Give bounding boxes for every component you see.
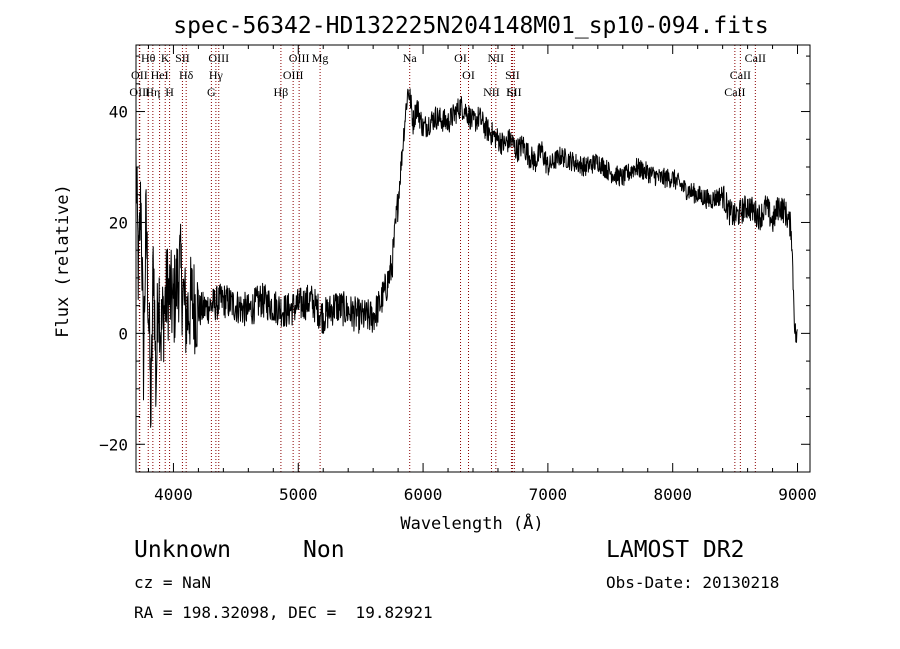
y-tick-label: −20 (99, 435, 128, 454)
y-axis: −20 0 20 40 (99, 55, 810, 473)
observation-date: Obs-Date: 20130218 (606, 573, 780, 592)
line-marker-label: Hγ (209, 68, 224, 82)
spectral-line-markers (138, 45, 756, 472)
line-marker-label: Hθ (141, 51, 156, 65)
x-tick-label: 8000 (653, 485, 692, 504)
x-axis: 4000 5000 6000 7000 8000 9000 (147, 45, 817, 504)
line-marker-label: OIII (129, 85, 150, 99)
line-marker-label: G (207, 85, 216, 99)
line-marker-label: Li (506, 85, 517, 99)
line-marker-label: Hβ (274, 85, 289, 99)
line-marker-label: Hδ (179, 68, 194, 82)
line-marker-label: CaII (724, 85, 745, 99)
line-marker-label: SII (175, 51, 190, 65)
x-axis-label: Wavelength (Å) (400, 512, 543, 534)
line-marker-label: OII (131, 68, 148, 82)
line-marker-label: OIII (283, 68, 304, 82)
x-tick-label: 9000 (778, 485, 817, 504)
line-marker-label: NII (483, 85, 500, 99)
flux-series-line (135, 88, 798, 428)
line-marker-label: Mg (312, 51, 329, 65)
x-tick-label: 6000 (404, 485, 443, 504)
object-subclass: Non (303, 537, 345, 563)
object-class: Unknown (134, 537, 231, 563)
line-marker-label: OI (454, 51, 467, 65)
y-axis-label: Flux (relative) (53, 184, 73, 338)
x-tick-label: 4000 (154, 485, 193, 504)
line-marker-label: SII (507, 85, 522, 99)
line-marker-label: NII (488, 51, 505, 65)
line-marker-label: K (161, 51, 170, 65)
survey-name: LAMOST DR2 (606, 537, 745, 563)
coordinates: RA = 198.32098, DEC = 19.82921 (134, 603, 433, 622)
line-marker-label: OIII (208, 51, 229, 65)
line-marker-label: Na (403, 51, 418, 65)
line-marker-label: OI (462, 68, 475, 82)
line-marker-label: CaII (730, 68, 751, 82)
y-tick-label: 20 (109, 213, 128, 232)
plot-frame (135, 44, 811, 473)
line-marker-label: SII (505, 68, 520, 82)
line-marker-label: OIII (289, 51, 310, 65)
line-marker-label: H (165, 85, 174, 99)
redshift-value: cz = NaN (134, 573, 212, 592)
x-tick-label: 5000 (279, 485, 318, 504)
chart-title: spec-56342-HD132225N204148M01_sp10-094.f… (173, 13, 768, 39)
y-tick-label: 40 (109, 103, 128, 122)
x-tick-label: 7000 (529, 485, 568, 504)
line-marker-label: CaII (745, 51, 766, 65)
line-marker-label: HeI (151, 68, 169, 82)
y-tick-label: 0 (118, 324, 128, 343)
spectral-line-labels: Hθ OII OIII K HeI Hη SII H Hδ OIII Hγ G OIII OIII Hβ Mg… (129, 51, 766, 99)
line-marker-label: Hη (145, 85, 160, 99)
